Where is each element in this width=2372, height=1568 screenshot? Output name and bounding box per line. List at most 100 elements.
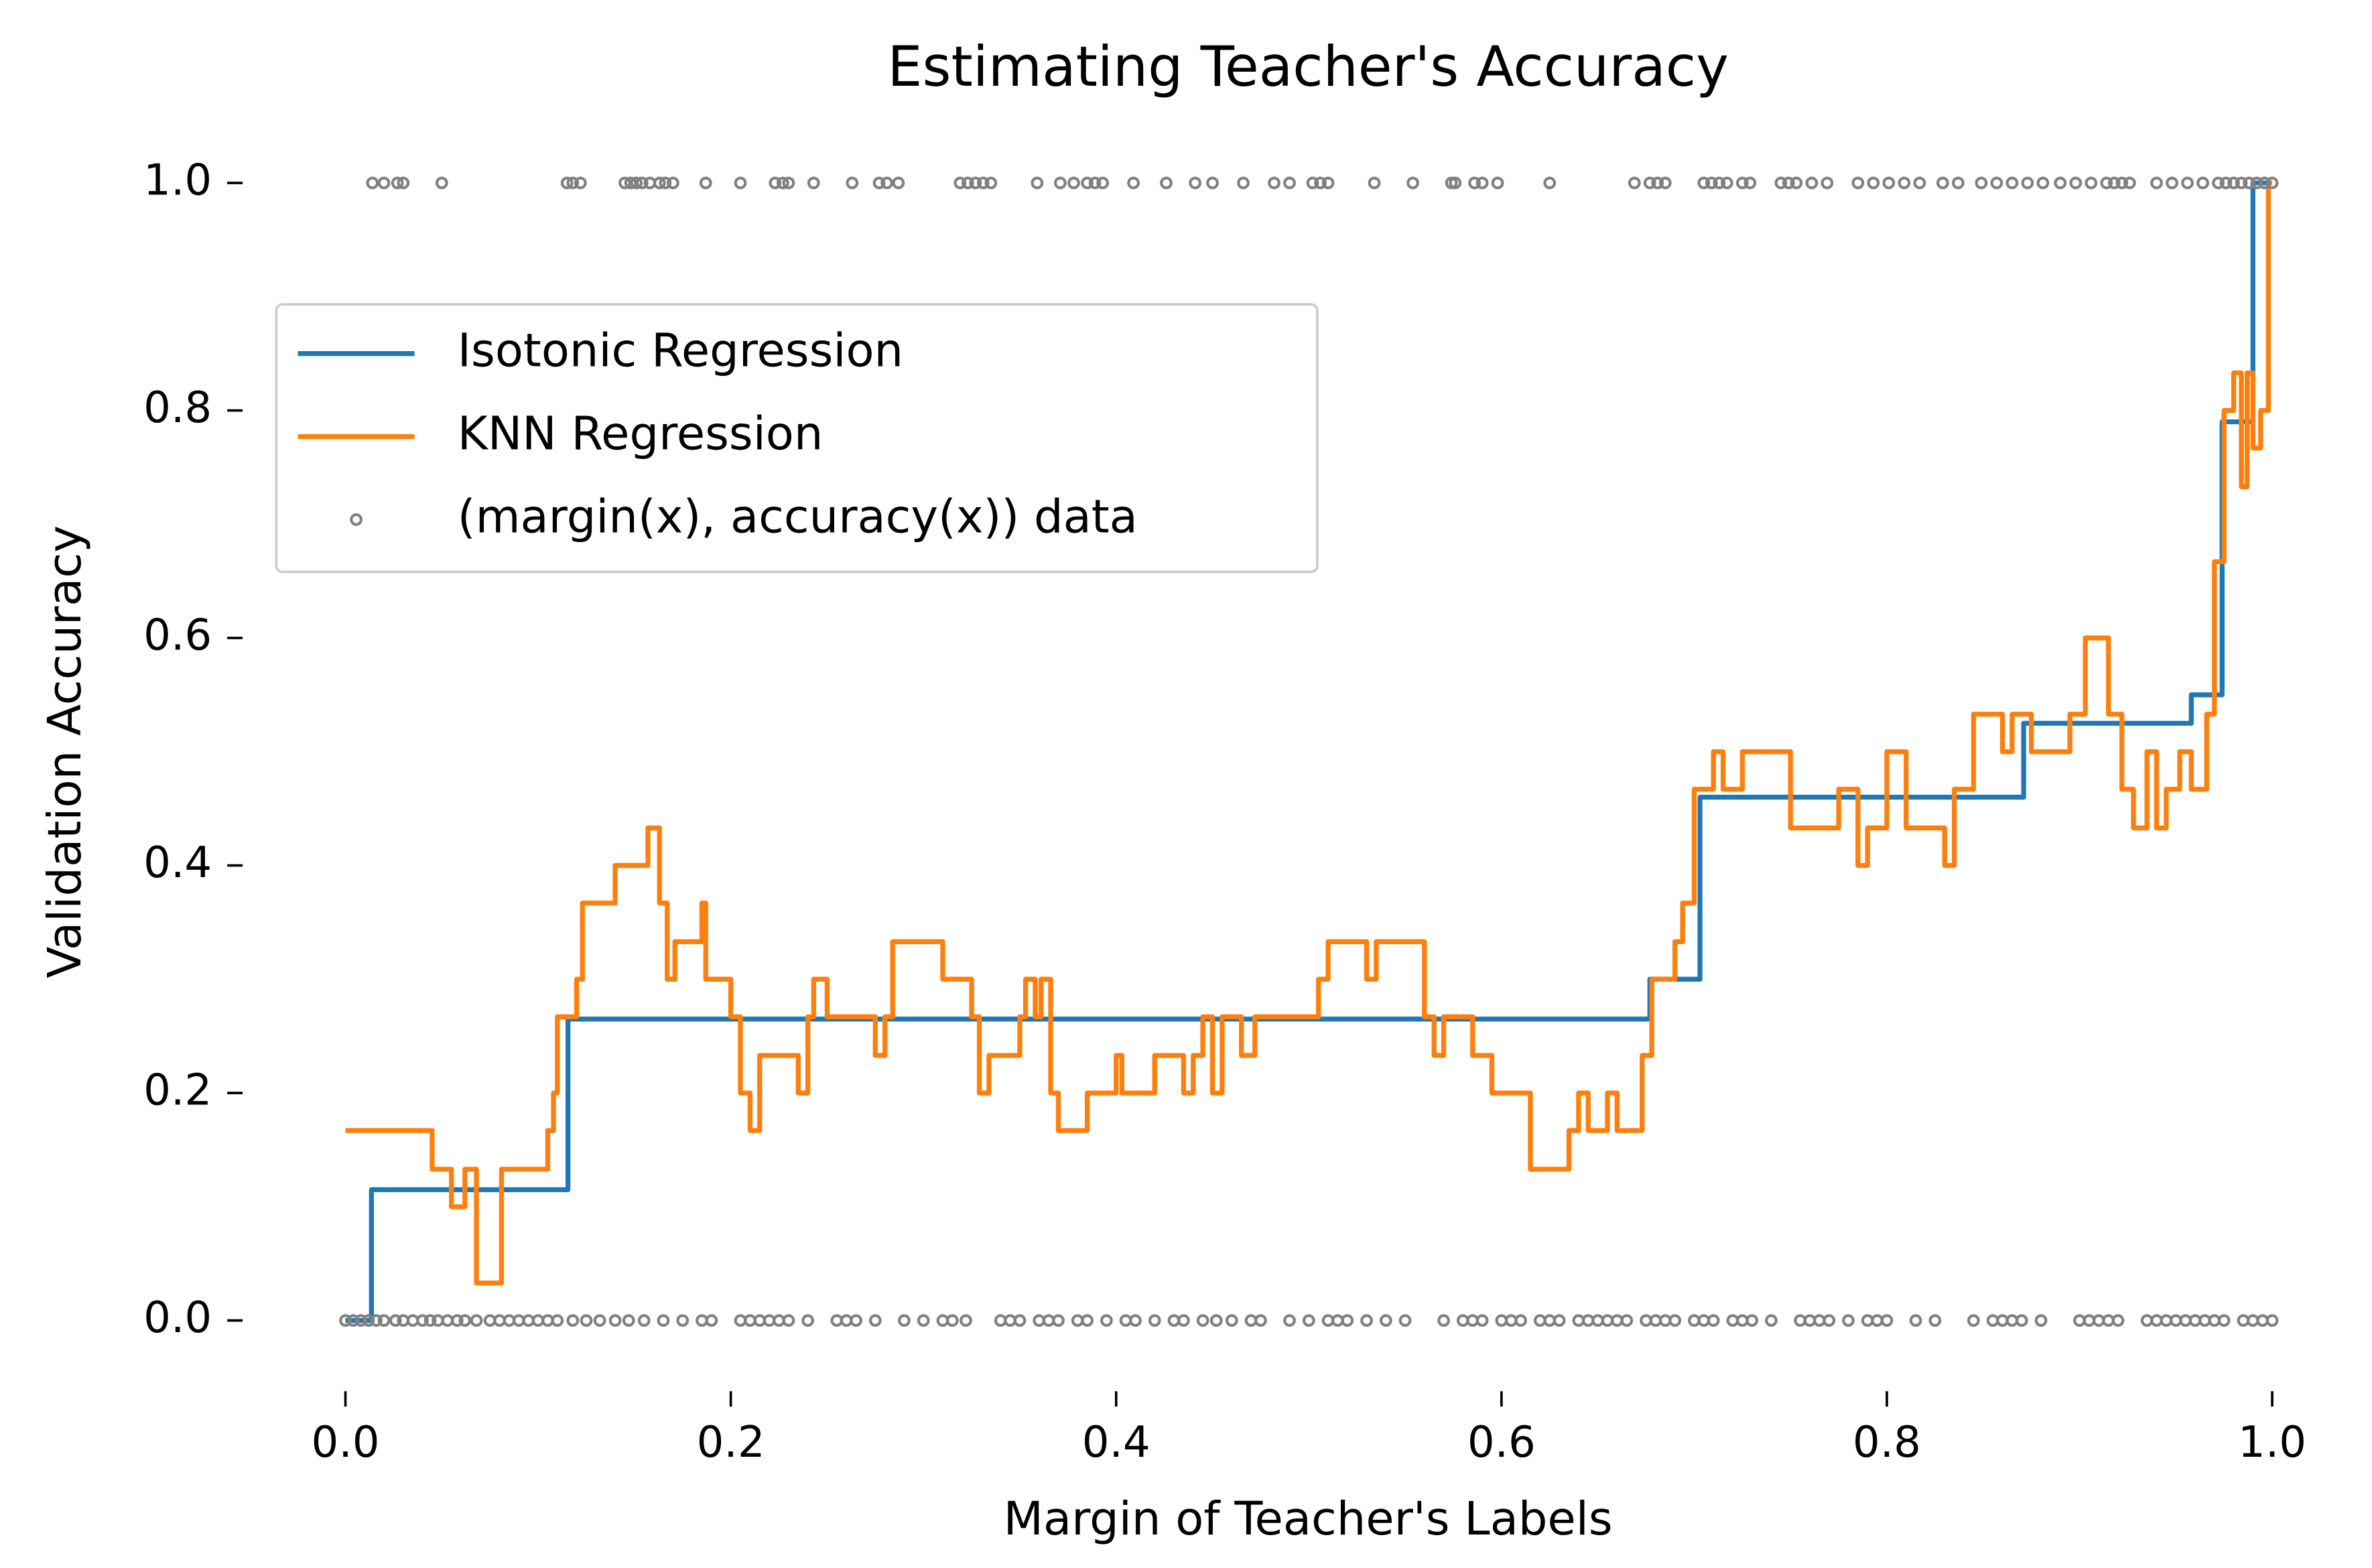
scatter-point	[574, 176, 587, 190]
scatter-point	[1713, 176, 1726, 190]
scatter-point	[2100, 176, 2113, 190]
scatter-point	[435, 176, 448, 190]
scatter-point	[1658, 176, 1672, 190]
scatter-point	[1096, 176, 1110, 190]
scatter-point	[846, 176, 859, 190]
scatter-point	[2227, 176, 2240, 190]
scatter-point	[1406, 176, 1419, 190]
scatter-point	[657, 1314, 670, 1327]
scatter-point	[872, 176, 886, 190]
scatter-point	[961, 176, 974, 190]
scatter-point	[1129, 1314, 1142, 1327]
scatter-point	[2107, 176, 2121, 190]
scatter-point	[1851, 176, 1865, 190]
scatter-point	[2111, 1314, 2125, 1327]
scatter-point	[945, 1314, 959, 1327]
scatter-point	[551, 1314, 564, 1327]
scatter-point	[391, 176, 404, 190]
scatter-point	[370, 1314, 383, 1327]
chart-title: Estimating Teacher's Accuracy	[887, 35, 1728, 99]
scatter-point	[2034, 1314, 2048, 1327]
scatter-point	[1774, 176, 1788, 190]
scatter-point	[593, 1314, 606, 1327]
scatter-point	[917, 1314, 930, 1327]
scatter-point	[1031, 176, 1044, 190]
scatter-point	[1306, 176, 1319, 190]
line-series	[345, 180, 2273, 1286]
scatter-point	[1081, 176, 1094, 190]
scatter-point	[1081, 1314, 1094, 1327]
scatter-point	[389, 1314, 402, 1327]
scatter-point	[1148, 1314, 1161, 1327]
legend: Isotonic Regression KNN Regression (margin…	[275, 303, 1319, 574]
scatter-point	[1283, 176, 1296, 190]
scatter-point	[1707, 1314, 1720, 1327]
scatter-point	[1913, 176, 1926, 190]
scatter-point	[1697, 176, 1711, 190]
legend-label: Isotonic Regression	[458, 324, 903, 378]
scatter-point	[1782, 176, 1795, 190]
scatter-point	[423, 1314, 437, 1327]
scatter-point	[1909, 1314, 1922, 1327]
scatter-point	[2021, 176, 2034, 190]
scatter-point	[2243, 176, 2255, 190]
x-tick-label: 0.4	[1082, 1417, 1150, 1467]
scatter-point	[1720, 176, 1733, 190]
scatter-point	[953, 176, 967, 190]
scatter-point	[892, 176, 905, 190]
scatter-point	[1283, 1314, 1296, 1327]
scatter-point	[676, 1314, 689, 1327]
scatter-point	[776, 176, 789, 190]
scatter-point	[1951, 176, 1965, 190]
scatter-point	[699, 176, 712, 190]
scatter-point	[2150, 176, 2163, 190]
scatter-point	[416, 1314, 429, 1327]
scatter-point	[1668, 1314, 1682, 1327]
scatter-point	[1052, 1314, 1065, 1327]
scatter-point	[782, 176, 795, 190]
scatter-point	[1823, 1314, 1836, 1327]
scatter-point	[1237, 176, 1250, 190]
x-tick-label: 0.0	[312, 1417, 380, 1467]
legend-box	[275, 303, 1319, 574]
x-tick-label: 0.2	[697, 1417, 765, 1467]
x-tick-label: 0.8	[1853, 1417, 1921, 1467]
scatter-point	[984, 176, 998, 190]
scatter-point	[659, 176, 672, 190]
scatter-point	[1491, 176, 1504, 190]
scatter-point	[566, 176, 580, 190]
scatter-point	[969, 176, 982, 190]
scatter-point	[1268, 176, 1280, 190]
scatter-point	[635, 176, 649, 190]
scatter-point	[734, 176, 747, 190]
legend-label: (margin(x), accuracy(x)) data	[458, 490, 1138, 543]
scatter-point	[2085, 176, 2098, 190]
scatter-point	[1805, 176, 1819, 190]
scatter-point	[1209, 1314, 1223, 1327]
scatter-point	[1067, 176, 1080, 190]
scatter-point	[769, 176, 782, 190]
scatter-point	[450, 1314, 464, 1327]
scatter-point	[1368, 176, 1381, 190]
scatter-point	[1314, 176, 1327, 190]
scatter-point	[1628, 176, 1641, 190]
scatter-point	[1449, 176, 1462, 190]
scatter-point	[1790, 176, 1803, 190]
scatter-point	[2115, 176, 2129, 190]
scatter-point	[354, 1314, 367, 1327]
y-tick-label: 0.2	[143, 1065, 212, 1116]
scatter-point	[782, 1314, 795, 1327]
scatter-point	[1475, 1314, 1489, 1327]
scatter-point	[2235, 176, 2248, 190]
scatter-point	[1990, 176, 2003, 190]
scatter-point	[1967, 1314, 1980, 1327]
scatter-point	[458, 1314, 472, 1327]
scatter-point	[1620, 1314, 1634, 1327]
scatter-point	[1651, 176, 1664, 190]
scatter-point	[2005, 176, 2019, 190]
scatter-point	[1743, 176, 1757, 190]
scatter-point	[624, 176, 637, 190]
scatter-point	[366, 176, 379, 190]
